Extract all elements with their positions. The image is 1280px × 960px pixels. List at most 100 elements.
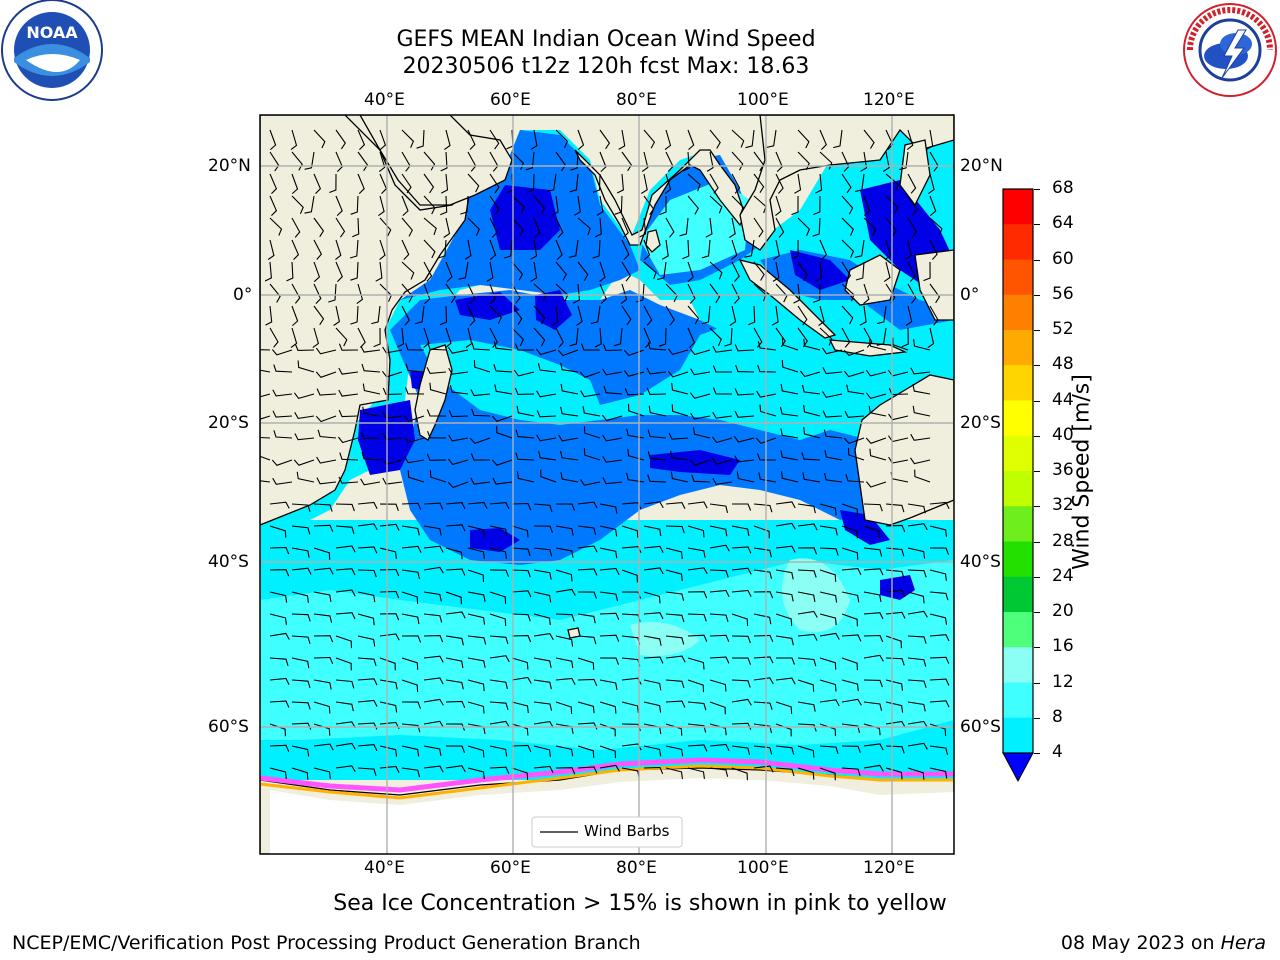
wind-barb <box>423 525 442 536</box>
wind-barb <box>489 591 507 604</box>
colorbar-tick-mark <box>1034 541 1040 543</box>
wind-barb <box>621 502 642 510</box>
colorbar <box>1002 188 1034 783</box>
wind-barb <box>775 723 792 737</box>
wind-barb <box>470 389 491 397</box>
wind-barb <box>555 261 567 281</box>
wind-barb <box>423 195 436 215</box>
wind-barb <box>458 261 469 280</box>
wind-barb <box>775 522 796 530</box>
wind-barb <box>291 613 311 622</box>
wind-barb <box>775 635 794 646</box>
lat-label-right-20n: 20°N <box>960 156 1003 176</box>
wind-barb <box>643 525 662 537</box>
colorbar-tick-mark <box>1034 753 1040 754</box>
wind-barb <box>328 283 337 303</box>
wind-barb <box>797 591 816 603</box>
wind-barb <box>621 743 642 751</box>
wind-barb <box>533 327 546 347</box>
wind-barb <box>854 173 865 193</box>
wind-barb <box>841 195 854 215</box>
lon-label-bottom-40: 40°E <box>364 858 405 878</box>
wind-barb <box>643 501 664 509</box>
wind-barb <box>682 239 690 260</box>
wind-barb <box>736 471 755 483</box>
wind-barb <box>819 503 837 516</box>
wind-barb <box>465 327 473 348</box>
wind-barb <box>797 679 815 692</box>
wind-barb <box>511 261 524 281</box>
wind-barb <box>533 632 554 640</box>
wind-barb <box>885 173 899 192</box>
wind-barb <box>841 568 862 576</box>
colorbar-tick-mark <box>1034 330 1040 331</box>
wind-barb <box>775 195 782 217</box>
wind-barb <box>621 217 629 238</box>
wind-barb <box>665 679 685 689</box>
wind-barb <box>882 151 890 172</box>
wind-barb <box>489 613 507 626</box>
wind-barb <box>291 701 311 710</box>
wind-barb <box>706 151 714 172</box>
wind-barb <box>577 525 597 535</box>
wind-barb <box>797 633 818 641</box>
wind-barb <box>315 371 337 378</box>
wind-barb <box>665 502 686 510</box>
wind-barb <box>382 477 403 485</box>
wind-barb <box>621 569 638 583</box>
wind-barb <box>415 305 425 325</box>
wind-barb <box>401 679 419 693</box>
wind-barb <box>841 217 854 236</box>
wind-barb <box>271 459 293 466</box>
wind-barb <box>533 503 553 513</box>
wind-barb <box>927 327 935 348</box>
wind-barb <box>780 383 799 395</box>
wind-barb <box>577 678 598 687</box>
noaa-logo-text: NOAA <box>26 23 78 42</box>
wind-barb <box>709 679 727 692</box>
wind-barb <box>357 151 369 172</box>
wind-barb <box>335 568 356 576</box>
wind-barb <box>401 217 413 237</box>
wind-barb <box>379 613 400 621</box>
wind-barb <box>467 305 476 326</box>
wind-barb <box>357 173 365 194</box>
wind-barb <box>659 196 667 216</box>
wind-barb <box>691 474 711 483</box>
wind-barb <box>819 547 839 556</box>
wind-barb <box>429 470 447 483</box>
wind-barb <box>709 544 730 552</box>
wind-barb <box>362 406 381 417</box>
wind-barb <box>797 217 811 236</box>
wind-barb <box>401 525 420 536</box>
wind-barb <box>709 656 730 664</box>
wind-barb <box>401 723 421 733</box>
wind-barb <box>794 173 802 194</box>
colorbar-tick-label: 36 <box>1052 460 1074 480</box>
wind-barb <box>687 767 705 779</box>
wind-barb <box>313 261 321 283</box>
nws-logo <box>1180 0 1280 100</box>
wind-barb <box>907 195 918 216</box>
wind-barb <box>732 503 752 511</box>
wind-barb <box>758 472 777 483</box>
wind-barb <box>863 547 883 557</box>
wind-barb <box>613 327 623 347</box>
wind-barb <box>546 173 557 192</box>
noaa-logo: NOAA <box>0 0 104 104</box>
wind-barb <box>841 591 860 603</box>
wind-barb <box>423 217 437 236</box>
wind-barb <box>647 474 667 483</box>
wind-barb <box>511 657 529 670</box>
wind-barb <box>335 589 356 597</box>
wind-barb <box>511 676 532 684</box>
wind-barb <box>813 195 821 216</box>
wind-barb <box>689 459 711 466</box>
wind-barb <box>701 305 711 325</box>
wind-barb <box>757 364 777 373</box>
wind-barb <box>269 283 281 303</box>
wind-barb <box>775 767 795 777</box>
wind-barb <box>815 261 823 282</box>
wind-barb <box>405 343 425 351</box>
wind-barb <box>929 591 949 601</box>
